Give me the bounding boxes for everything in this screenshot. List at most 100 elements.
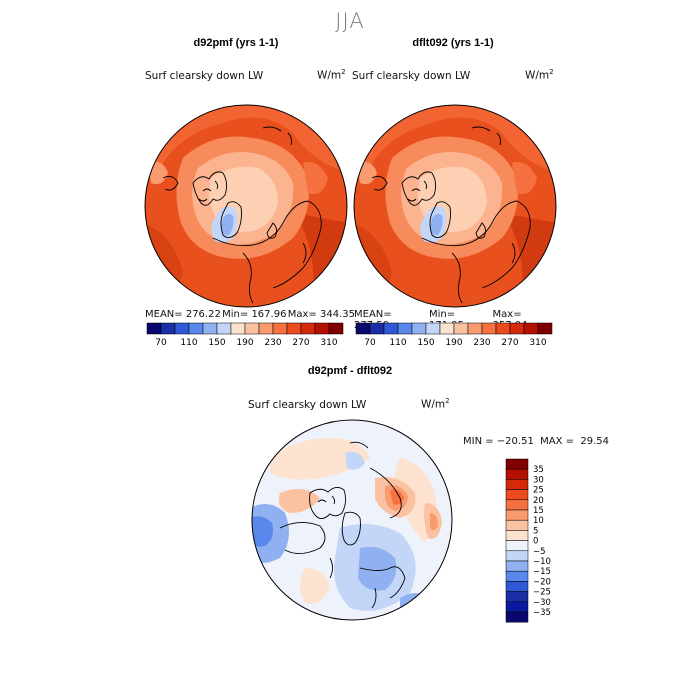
diff-coastlines bbox=[279, 441, 406, 609]
panel-1-coastlines bbox=[162, 126, 322, 304]
panel-2-colorbar-swatch bbox=[425, 322, 441, 335]
diff-colorbar-swatch bbox=[505, 601, 529, 613]
panel-1-colorbar-tick-label: 230 bbox=[264, 338, 281, 348]
panel-2-contours bbox=[354, 105, 556, 307]
diff-colorbar-swatch bbox=[505, 458, 529, 470]
panel-1-stats: MEAN= 276.22 Min= 167.96 Max= 344.35 bbox=[145, 309, 355, 320]
panel-1-title: d92pmf (yrs 1-1) bbox=[193, 37, 279, 49]
diff-colorbar-tick-label: −30 bbox=[533, 598, 551, 608]
diff-colorbar-tick-label: −20 bbox=[533, 577, 551, 587]
panel-2-map bbox=[353, 104, 557, 308]
diff-colorbar-tick-label: −10 bbox=[533, 557, 551, 567]
panel-1-colorbar-tick-label: 110 bbox=[180, 338, 197, 348]
diff-colorbar-tick-label: 35 bbox=[533, 465, 544, 475]
panel-2-colorbar-swatch bbox=[355, 322, 371, 335]
diff-colorbar-tick-label: −15 bbox=[533, 567, 551, 577]
panel-2-units: W/m2 bbox=[525, 68, 554, 82]
diff-colorbar-swatch bbox=[505, 560, 529, 572]
panel-2-colorbar-swatch bbox=[509, 322, 525, 335]
panel-1-colorbar-tick-label: 70 bbox=[155, 338, 167, 348]
diff-colorbar-tick-label: −25 bbox=[533, 588, 551, 598]
panel-1-colorbar-swatch bbox=[216, 322, 232, 335]
panel-2-colorbar-swatch bbox=[495, 322, 511, 335]
diff-colorbar-swatch bbox=[505, 540, 529, 552]
diff-colorbar-swatch bbox=[505, 479, 529, 490]
diff-colorbar-swatch bbox=[505, 499, 529, 511]
panel-2-colorbar-tick-label: 310 bbox=[529, 338, 546, 348]
panel-1-colorbar-swatch bbox=[272, 322, 288, 335]
panel-1-colorbar-tick-label: 150 bbox=[208, 338, 225, 348]
diff-colorbar-swatch bbox=[505, 570, 529, 582]
panel-2-colorbar-tick-label: 190 bbox=[445, 338, 462, 348]
panel-2-map-border bbox=[353, 104, 557, 308]
panel-2-colorbar-swatch bbox=[481, 322, 497, 335]
panel-1-colorbar-swatch bbox=[202, 322, 218, 335]
panel-1-colorbar-swatch bbox=[146, 322, 162, 335]
panel-2-colorbar-swatch bbox=[397, 322, 413, 335]
panel-1-colorbar-swatch bbox=[286, 322, 302, 335]
panel-2-colorbar-swatch bbox=[369, 322, 385, 335]
panel-2-colorbar-tick-label: 270 bbox=[501, 338, 518, 348]
panel-1-contours bbox=[145, 105, 347, 307]
panel-1-colorbar-swatch bbox=[258, 322, 274, 335]
panel-2-colorbar-swatch bbox=[439, 322, 455, 335]
panel-2-colorbar-tick-label: 150 bbox=[417, 338, 434, 348]
panel-1-colorbar-swatch bbox=[174, 322, 190, 335]
diff-colorbar-swatch bbox=[505, 611, 529, 623]
panel-2-colorbar-swatch bbox=[383, 322, 399, 335]
diff-contours bbox=[252, 420, 452, 620]
diff-colorbar-swatch bbox=[505, 530, 529, 541]
diff-stats: MIN = −20.51 MAX = 29.54 bbox=[463, 436, 610, 447]
diff-colorbar-tick-label: 10 bbox=[533, 516, 544, 526]
panel-2-coastlines bbox=[371, 126, 531, 304]
panel-2-title: dflt092 (yrs 1-1) bbox=[412, 37, 494, 49]
diff-units: W/m2 bbox=[421, 397, 450, 411]
diff-colorbar-swatch bbox=[505, 519, 529, 531]
diff-colorbar-tick-label: 0 bbox=[533, 537, 538, 547]
diff-map-border bbox=[251, 419, 453, 621]
panel-1-colorbar-swatch bbox=[188, 322, 204, 335]
diff-colorbar-swatch bbox=[505, 489, 529, 501]
diff-title: d92pmf - dflt092 bbox=[307, 365, 393, 377]
panel-1-colorbar-swatch bbox=[314, 322, 330, 335]
panel-1-colorbar-swatch bbox=[244, 322, 260, 335]
season-title: JJA bbox=[335, 9, 365, 33]
panel-1-map-border bbox=[144, 104, 348, 308]
panel-2-colorbar-swatch bbox=[411, 322, 427, 335]
diff-map bbox=[251, 419, 453, 621]
diff-colorbar-tick-label: 15 bbox=[533, 506, 544, 516]
panel-1-colorbar-swatch bbox=[300, 322, 316, 335]
panel-2-colorbar-tick-label: 230 bbox=[473, 338, 490, 348]
panel-1-colorbar-swatch bbox=[230, 322, 246, 335]
panel-2-colorbar-tick-label: 70 bbox=[364, 338, 376, 348]
panel-1-colorbar-tick-label: 190 bbox=[236, 338, 253, 348]
panel-1-units: W/m2 bbox=[317, 68, 346, 82]
panel-1-colorbar: 70110150190230270310350 bbox=[146, 322, 344, 348]
panel-1-mean: MEAN= 276.22 bbox=[145, 309, 221, 320]
panel-1-colorbar-swatch bbox=[328, 322, 344, 335]
panel-2-colorbar-tick-label: 110 bbox=[389, 338, 406, 348]
panel-2-colorbar-swatch bbox=[537, 322, 553, 335]
diff-colorbar-tick-label: −35 bbox=[533, 608, 551, 618]
panel-1-colorbar-swatch bbox=[160, 322, 176, 335]
panel-1-colorbar-tick-label: 270 bbox=[292, 338, 309, 348]
panel-2-colorbar-swatch bbox=[467, 322, 483, 335]
panel-1-map bbox=[144, 104, 348, 308]
panel-1-min: Min= 167.96 bbox=[222, 309, 287, 320]
panel-2-colorbar-swatch bbox=[523, 322, 539, 335]
panel-2-colorbar: 70110150190230270310350 bbox=[355, 322, 553, 348]
diff-colorbar-tick-label: 25 bbox=[533, 486, 544, 496]
panel-2-field-name: Surf clearsky down LW bbox=[352, 70, 471, 82]
panel-1-colorbar-tick-label: 310 bbox=[320, 338, 337, 348]
diff-field-name: Surf clearsky down LW bbox=[248, 399, 367, 411]
diff-colorbar-tick-label: 5 bbox=[533, 526, 538, 536]
panel-1-max: Max= 344.35 bbox=[287, 309, 355, 320]
panel-1-field-name: Surf clearsky down LW bbox=[145, 70, 264, 82]
diff-colorbar-tick-label: 30 bbox=[533, 475, 544, 485]
diff-colorbar-swatch bbox=[505, 581, 529, 592]
diff-colorbar-tick-label: 20 bbox=[533, 496, 544, 506]
diff-colorbar-swatch bbox=[505, 550, 529, 562]
diff-colorbar-swatch bbox=[505, 468, 529, 480]
diff-colorbar-tick-label: −5 bbox=[533, 547, 546, 557]
